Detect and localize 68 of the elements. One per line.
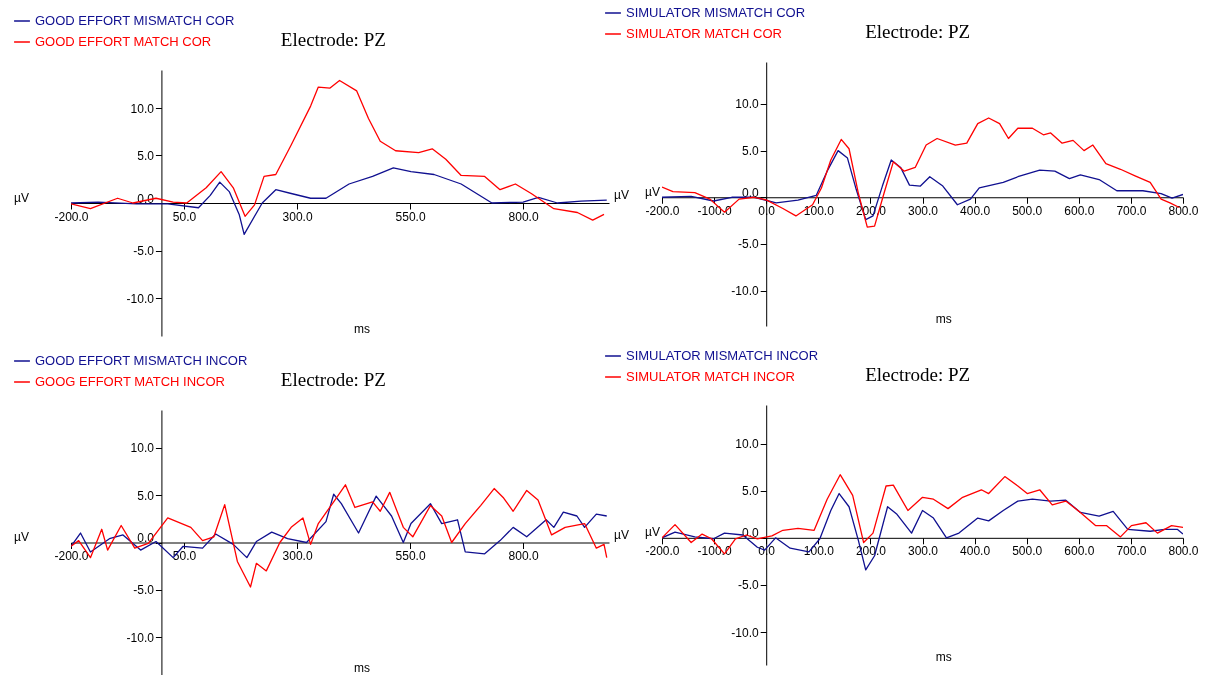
x-tick-label: 700.0 — [1116, 203, 1147, 218]
y-tick-label: 0.0 — [742, 185, 760, 200]
y-tick-label: 10.0 — [130, 441, 155, 456]
y-tick-label: 5.0 — [137, 488, 155, 503]
y-tick-label: -10.0 — [126, 291, 155, 306]
chart-title: Electrode: PZ — [280, 369, 386, 390]
x-tick-label: -100.0 — [697, 544, 732, 559]
x-axis-title: ms — [935, 650, 952, 665]
y-tick-label: -5.0 — [738, 237, 760, 252]
x-tick-label: 400.0 — [960, 203, 991, 218]
y-tick-label: -5.0 — [738, 578, 760, 593]
x-tick-label: 800.0 — [508, 209, 539, 224]
x-axis-title: ms — [935, 311, 952, 326]
x-tick-label: 300.0 — [907, 203, 939, 218]
x-tick-label: 50.0 — [172, 209, 197, 224]
y-tick-label: 10.0 — [735, 437, 760, 452]
x-tick-label: 550.0 — [395, 549, 426, 563]
chart-title: Electrode: PZ — [865, 21, 971, 42]
chart-title: Electrode: PZ — [865, 364, 971, 385]
legend-label: GOOG EFFORT MATCH INCOR — [35, 374, 225, 389]
y-tick-label: 5.0 — [742, 144, 760, 159]
y-tick-label: 5.0 — [137, 149, 155, 163]
x-tick-label: -200.0 — [645, 544, 680, 559]
x-tick-label: 300.0 — [907, 544, 939, 559]
legend-label: SIMULATOR MATCH COR — [626, 26, 783, 41]
x-tick-label: 400.0 — [960, 544, 991, 559]
x-tick-label: 100.0 — [803, 544, 835, 559]
x-tick-label: -200.0 — [645, 203, 680, 218]
x-tick-label: 600.0 — [1064, 544, 1095, 559]
x-axis-title: ms — [354, 321, 371, 336]
x-tick-label: 500.0 — [1012, 544, 1043, 559]
x-tick-label: 700.0 — [1116, 544, 1147, 559]
y-tick-label: 5.0 — [742, 484, 760, 499]
legend-label: GOOD EFFORT MATCH COR — [35, 34, 212, 49]
x-tick-label: 800.0 — [1168, 203, 1199, 218]
x-tick-label: 300.0 — [282, 549, 313, 563]
y-axis-title: µV — [645, 525, 660, 540]
x-axis-title: ms — [354, 660, 371, 675]
x-tick-label: 100.0 — [803, 203, 835, 218]
y-tick-label: 0.0 — [137, 531, 155, 545]
y-tick-label: -5.0 — [133, 583, 155, 598]
legend-label: GOOD EFFORT MISMATCH INCOR — [35, 353, 248, 368]
legend-label: SIMULATOR MISMATCH COR — [626, 5, 806, 20]
x-tick-label: 500.0 — [1012, 203, 1043, 218]
x-tick-label: 300.0 — [282, 209, 313, 224]
y-tick-label: -5.0 — [133, 244, 155, 258]
x-tick-label: -200.0 — [54, 549, 89, 563]
x-tick-label: -200.0 — [54, 209, 89, 224]
legend-label: SIMULATOR MATCH INCOR — [626, 369, 796, 384]
chart-title: Electrode: PZ — [280, 29, 386, 50]
y-tick-label: -10.0 — [731, 625, 760, 640]
legend-label: GOOD EFFORT MISMATCH COR — [35, 13, 235, 28]
x-tick-label: 550.0 — [395, 209, 426, 224]
x-tick-label: -100.0 — [697, 203, 732, 218]
legend-label: SIMULATOR MISMATCH INCOR — [626, 348, 819, 363]
y-tick-label: 10.0 — [735, 97, 760, 112]
y-tick-label: -10.0 — [731, 284, 760, 299]
y-axis-title: µV — [645, 184, 660, 199]
y-tick-label: 10.0 — [130, 101, 155, 116]
y-tick-label: -10.0 — [126, 630, 155, 645]
x-tick-label: 800.0 — [508, 549, 539, 563]
text: µV — [614, 188, 629, 202]
y-axis-title: µV — [14, 530, 29, 544]
x-tick-label: 600.0 — [1064, 203, 1095, 218]
text: µV — [614, 527, 629, 542]
x-tick-label: 800.0 — [1168, 544, 1199, 559]
y-axis-title: µV — [14, 190, 29, 205]
x-tick-label: 50.0 — [172, 549, 197, 563]
